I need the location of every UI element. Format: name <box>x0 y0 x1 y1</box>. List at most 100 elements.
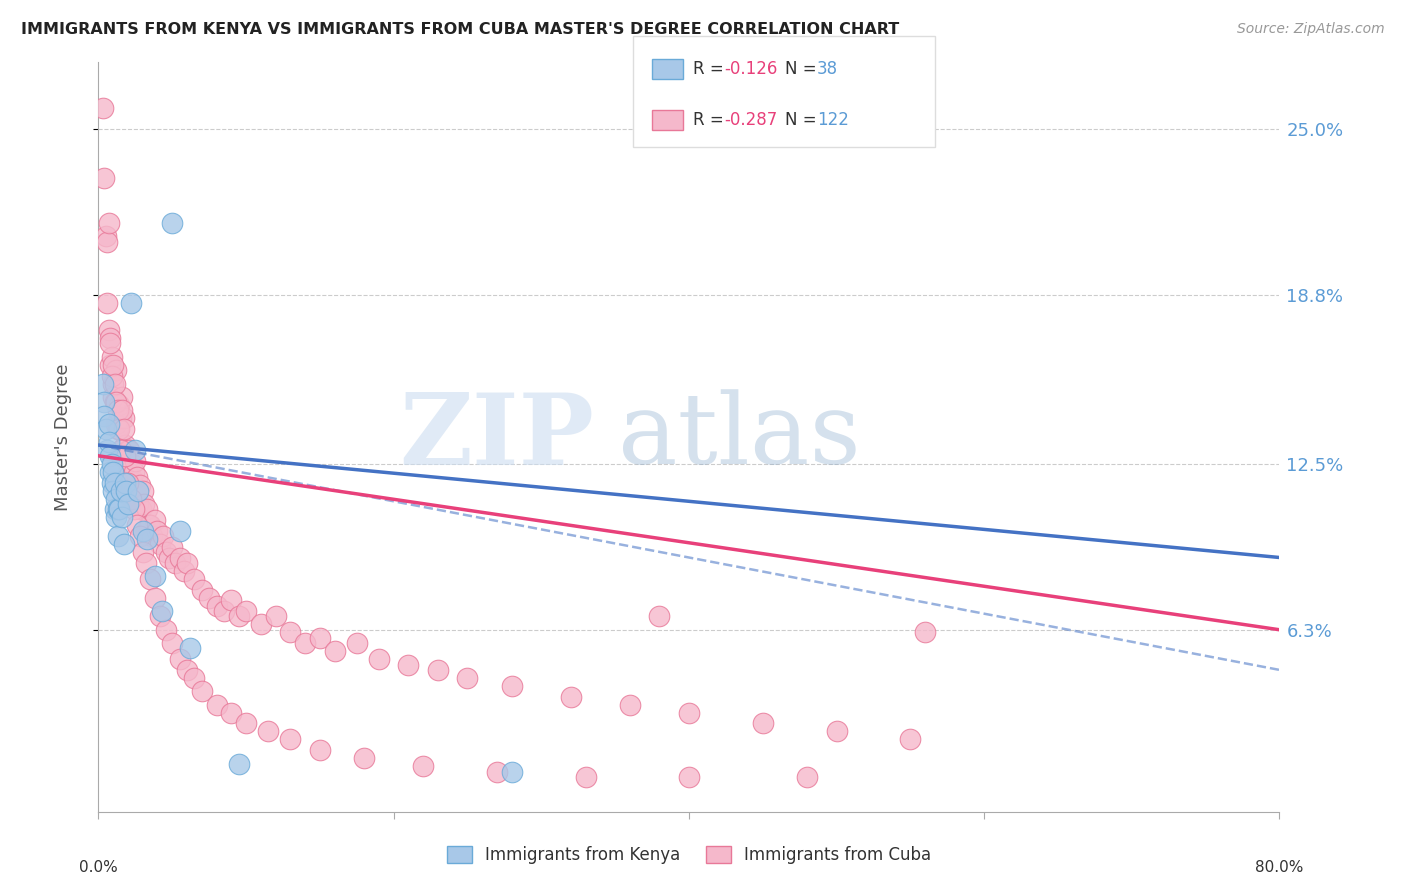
Point <box>346 636 368 650</box>
Point <box>105 510 128 524</box>
Point <box>155 623 177 637</box>
Point <box>100 350 122 364</box>
Point <box>368 652 391 666</box>
Point <box>117 475 139 490</box>
Point <box>97 323 120 337</box>
Point <box>143 591 166 605</box>
Point <box>117 497 139 511</box>
Point <box>134 497 156 511</box>
Point <box>117 465 139 479</box>
Text: -0.287: -0.287 <box>724 112 778 129</box>
Point <box>120 470 142 484</box>
Point <box>97 216 120 230</box>
Point <box>228 609 250 624</box>
Point <box>107 403 129 417</box>
Point <box>250 617 273 632</box>
Point <box>176 663 198 677</box>
Text: 38: 38 <box>817 60 838 78</box>
Point <box>132 483 155 498</box>
Point <box>110 443 132 458</box>
Point <box>115 483 138 498</box>
Point <box>309 743 332 757</box>
Point <box>105 363 128 377</box>
Point <box>678 706 700 720</box>
Point <box>412 759 434 773</box>
Point <box>165 556 187 570</box>
Point <box>914 625 936 640</box>
Point <box>486 764 509 779</box>
Y-axis label: Master's Degree: Master's Degree <box>53 363 72 511</box>
Point <box>98 358 121 372</box>
Point <box>183 572 205 586</box>
Point <box>114 475 136 490</box>
Point <box>149 537 172 551</box>
Point <box>560 690 582 704</box>
Point <box>221 706 243 720</box>
Legend: Immigrants from Kenya, Immigrants from Cuba: Immigrants from Kenya, Immigrants from C… <box>440 839 938 871</box>
Text: R =: R = <box>693 60 730 78</box>
Point <box>108 502 131 516</box>
Point <box>114 449 136 463</box>
Point <box>183 671 205 685</box>
Point <box>191 684 214 698</box>
Text: IMMIGRANTS FROM KENYA VS IMMIGRANTS FROM CUBA MASTER'S DEGREE CORRELATION CHART: IMMIGRANTS FROM KENYA VS IMMIGRANTS FROM… <box>21 22 900 37</box>
Point <box>117 443 139 458</box>
Point <box>96 296 118 310</box>
Point <box>264 609 287 624</box>
Point <box>825 724 848 739</box>
Point <box>125 470 148 484</box>
Point <box>135 556 157 570</box>
Point <box>112 537 135 551</box>
Point <box>796 770 818 784</box>
Text: -0.126: -0.126 <box>724 60 778 78</box>
Point <box>353 751 375 765</box>
Point <box>212 604 235 618</box>
Text: 80.0%: 80.0% <box>1256 860 1303 875</box>
Point <box>619 698 641 712</box>
Point <box>110 411 132 425</box>
Point <box>169 524 191 538</box>
Point <box>143 513 166 527</box>
Point <box>173 564 195 578</box>
Point <box>280 732 302 747</box>
Point <box>105 491 128 506</box>
Point <box>143 569 166 583</box>
Point <box>91 101 114 115</box>
Point <box>129 502 152 516</box>
Point <box>205 698 228 712</box>
Point <box>176 556 198 570</box>
Point <box>136 502 159 516</box>
Point <box>110 449 132 463</box>
Point <box>309 631 332 645</box>
Point <box>103 390 125 404</box>
Point <box>127 483 149 498</box>
Point <box>98 465 121 479</box>
Point <box>139 518 162 533</box>
Point <box>93 395 115 409</box>
Point <box>94 422 117 436</box>
Point <box>235 604 257 618</box>
Point <box>122 465 145 479</box>
Point <box>128 529 150 543</box>
Point <box>228 756 250 771</box>
Point <box>398 657 420 672</box>
Point <box>323 644 346 658</box>
Point <box>112 411 135 425</box>
Point <box>107 422 129 436</box>
Point <box>169 652 191 666</box>
Point <box>100 368 122 383</box>
Point <box>98 331 121 345</box>
Point <box>900 732 922 747</box>
Point <box>104 376 127 391</box>
Point <box>112 422 135 436</box>
Point <box>125 518 148 533</box>
Point <box>235 716 257 731</box>
Point <box>191 582 214 597</box>
Point <box>648 609 671 624</box>
Text: N =: N = <box>785 60 821 78</box>
Point <box>104 395 127 409</box>
Point <box>457 671 479 685</box>
Point <box>139 572 162 586</box>
Point <box>155 545 177 559</box>
Text: atlas: atlas <box>619 389 860 485</box>
